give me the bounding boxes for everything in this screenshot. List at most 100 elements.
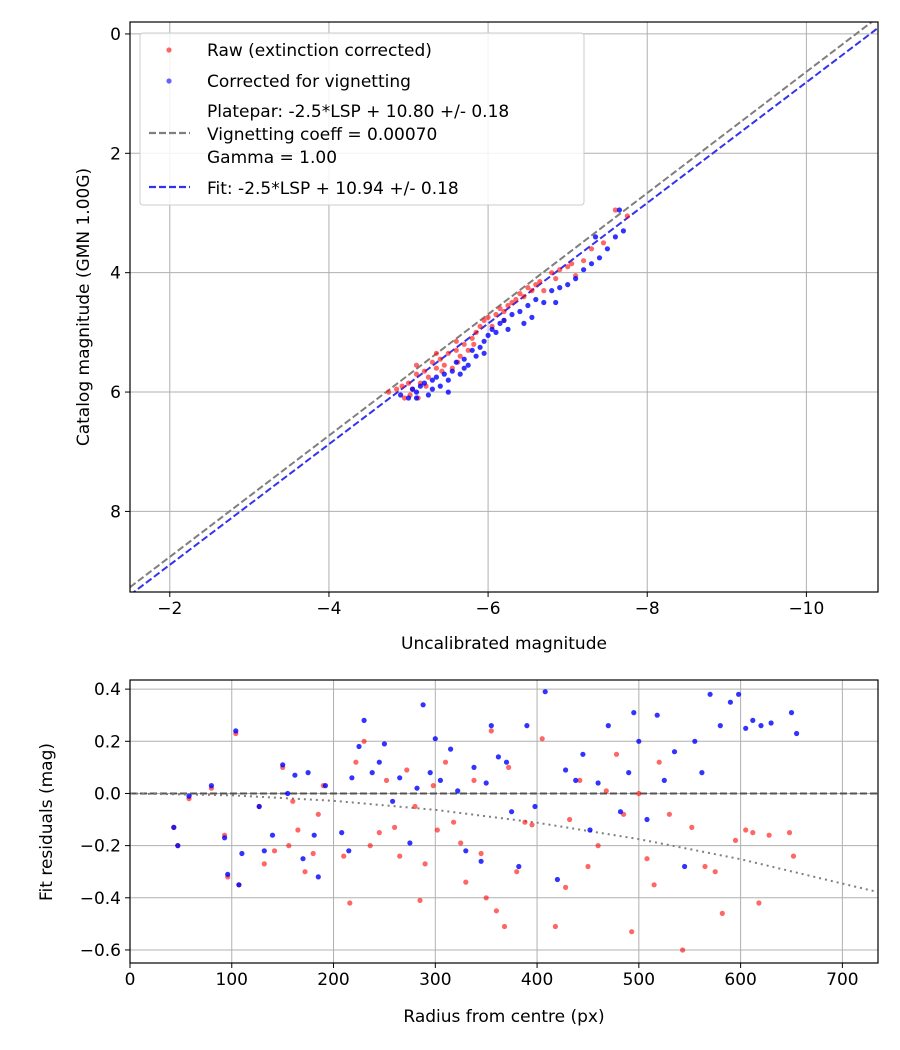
p1-data-point xyxy=(433,374,439,380)
p1-data-point xyxy=(469,335,475,341)
p2-data-point xyxy=(471,764,477,771)
p1-data-point xyxy=(533,296,539,303)
p2-data-point xyxy=(367,843,373,849)
p2-data-point xyxy=(233,728,239,734)
p1-data-point xyxy=(497,320,503,326)
p2-series-0 xyxy=(171,728,797,953)
legend-corrected-marker xyxy=(166,78,172,84)
p1-data-point xyxy=(445,350,451,356)
p2-series-1 xyxy=(171,689,800,888)
p2-data-point xyxy=(529,822,535,828)
p2-xtick-label: 700 xyxy=(826,970,858,990)
p2-data-point xyxy=(300,856,306,862)
p2-data-point xyxy=(532,803,538,810)
p2-data-point xyxy=(369,770,375,776)
residuals-ticks: 0 100 200 300 400 500 600 700 0.4 0.2 0.0 −0.2 −0.4 −… xyxy=(80,680,859,990)
p2-data-point xyxy=(383,777,390,784)
p2-data-point xyxy=(430,783,436,789)
p1-data-point xyxy=(473,353,479,359)
p2-data-point xyxy=(269,832,276,838)
p2-data-point xyxy=(286,843,292,849)
p2-data-point xyxy=(311,832,317,838)
calibration-axes-frame xyxy=(129,21,879,593)
p1-data-point xyxy=(481,317,487,323)
residuals-xlabel: Radius from centre (px) xyxy=(403,1007,604,1027)
p2-data-point xyxy=(595,843,601,849)
p1-ytick-label: 6 xyxy=(110,383,121,403)
p1-data-point xyxy=(509,299,515,306)
p2-data-point xyxy=(717,723,723,729)
p2-data-point xyxy=(458,840,464,846)
p1-data-point xyxy=(533,282,539,288)
p1-data-point xyxy=(433,365,439,371)
legend-box xyxy=(139,32,585,206)
p1-data-point xyxy=(457,371,463,377)
p1-data-point xyxy=(604,246,611,252)
p2-data-point xyxy=(302,869,308,875)
p2-data-point xyxy=(422,861,428,867)
p1-data-point xyxy=(525,302,531,309)
p2-data-point xyxy=(786,830,793,836)
p1-data-point xyxy=(409,386,416,392)
p1-data-point xyxy=(592,234,599,240)
p1-data-point xyxy=(417,383,423,389)
p1-data-point xyxy=(497,305,503,312)
p2-data-point xyxy=(463,879,469,885)
p2-data-point xyxy=(322,783,328,789)
p2-xtick-label: 300 xyxy=(419,970,451,990)
p2-data-point xyxy=(514,869,520,875)
p1-data-point xyxy=(425,392,431,398)
p1-data-point xyxy=(557,267,563,273)
p2-data-point xyxy=(671,749,678,755)
p1-data-point xyxy=(525,285,531,291)
p1-data-point xyxy=(469,347,475,353)
p1-data-point xyxy=(481,350,487,356)
p1-data-point xyxy=(509,311,515,318)
p2-data-point xyxy=(756,900,762,906)
p2-data-point xyxy=(524,723,530,729)
p1-data-point xyxy=(501,308,507,315)
p1-data-point xyxy=(581,258,587,264)
p2-data-point xyxy=(256,803,262,810)
p1-data-point xyxy=(600,240,607,246)
p2-data-point xyxy=(412,803,418,810)
calibration-xlabel: Uncalibrated magnitude xyxy=(401,634,607,654)
p1-data-point xyxy=(616,207,623,213)
p1-xtick-label: −4 xyxy=(316,599,341,619)
p2-data-point xyxy=(437,777,443,784)
p2-data-point xyxy=(376,830,382,836)
p2-data-point xyxy=(699,770,705,776)
p2-data-point xyxy=(712,869,718,875)
p2-data-point xyxy=(605,723,611,729)
p1-data-point xyxy=(457,353,463,359)
p2-data-point xyxy=(478,858,484,864)
p2-data-point xyxy=(552,923,559,930)
p1-data-point xyxy=(565,264,571,270)
p1-data-point xyxy=(421,380,427,386)
p1-data-point xyxy=(421,368,427,374)
p1-data-point xyxy=(429,377,435,383)
p1-data-point xyxy=(413,389,420,395)
p1-data-point xyxy=(493,311,499,318)
p1-series-1 xyxy=(398,207,627,401)
p2-data-point xyxy=(392,824,398,831)
p2-xtick-label: 600 xyxy=(724,970,756,990)
p2-data-point xyxy=(434,827,440,833)
p1-ytick-label: 0 xyxy=(110,25,121,45)
p2-data-point xyxy=(580,751,586,757)
p2-data-point xyxy=(390,798,396,804)
p2-data-point xyxy=(376,759,382,765)
p2-data-point xyxy=(271,848,278,854)
p1-data-point xyxy=(573,276,579,282)
calibration-fit-lines xyxy=(130,22,878,592)
p1-data-point xyxy=(437,383,443,389)
p2-ytick-label: 0.0 xyxy=(94,784,121,804)
p2-data-point xyxy=(656,759,662,765)
p1-data-point xyxy=(465,347,471,353)
p2-ytick-label: −0.6 xyxy=(80,941,121,961)
p1-data-point xyxy=(453,359,459,365)
p2-data-point xyxy=(488,723,494,729)
p2-data-point xyxy=(577,777,583,784)
p1-data-point xyxy=(485,314,491,320)
